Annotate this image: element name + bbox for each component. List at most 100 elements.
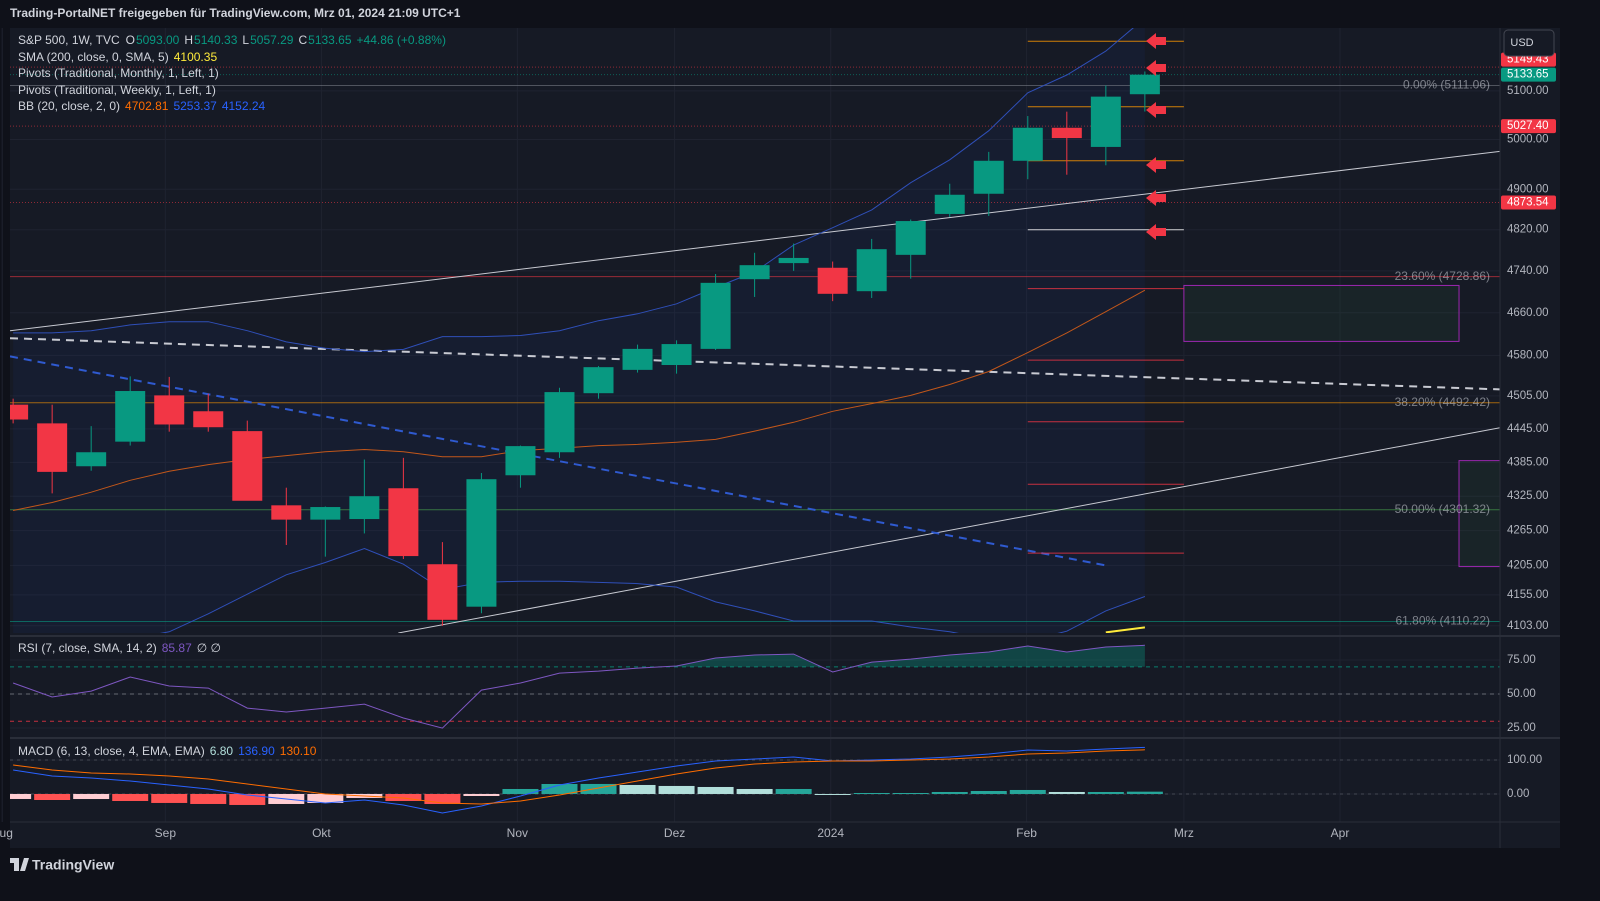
candle-body	[856, 249, 887, 292]
legend-macd: MACD (6, 13, close, 4, EMA, EMA)	[18, 744, 205, 758]
y-tick-label: 5100.00	[1507, 85, 1549, 97]
legend-bb-upper: 5253.37	[173, 99, 217, 113]
macd-histogram-bar	[619, 784, 656, 794]
axes: Aug Sep Okt Nov Dez 2024 Feb Mrz Apr 5100.00 5000.…	[0, 52, 1556, 840]
macd-histogram-bar	[10, 793, 32, 799]
candle-body	[466, 479, 497, 607]
rsi-overbought-fill	[13, 645, 1145, 667]
macd-line	[13, 746, 1145, 814]
x-tick-label: Aug	[0, 826, 13, 840]
x-tick-label: Feb	[1016, 826, 1037, 840]
price-badge-label: 4873.54	[1507, 197, 1549, 209]
candle-body	[778, 257, 809, 264]
rsi-line	[12, 644, 1145, 729]
arrow	[1146, 60, 1166, 76]
header-text: Trading-PortalNET freigegeben für Tradin…	[10, 6, 461, 20]
price-badge	[1501, 195, 1556, 210]
candle-body	[544, 392, 575, 453]
x-tick-label: Sep	[155, 826, 177, 840]
macd-histogram-bar	[307, 793, 344, 803]
legend-bb-lower: 4152.24	[222, 99, 266, 113]
y-tick-label: 4103.00	[1507, 620, 1549, 632]
y-tick-label: 25.00	[1507, 722, 1536, 734]
candle-body	[895, 221, 926, 255]
candle-body	[37, 423, 68, 472]
candle-body	[115, 391, 146, 442]
macd-histogram-bar	[736, 788, 773, 794]
x-tick-label: Dez	[664, 826, 685, 840]
arrow	[1146, 224, 1166, 240]
candle-body	[310, 507, 341, 520]
legend-ohlc-value: 5140.33	[194, 33, 238, 47]
candle-body	[817, 267, 848, 294]
price-badge	[1501, 67, 1556, 82]
y-tick-label: 4155.00	[1507, 589, 1549, 601]
arrow	[1146, 190, 1166, 206]
y-tick-label: 4740.00	[1507, 265, 1549, 277]
sma-line	[1105, 626, 1146, 633]
legend-sma-value: 4100.35	[174, 50, 218, 64]
y-tick-label: 75.00	[1507, 654, 1536, 666]
macd-histogram-bar	[658, 785, 695, 794]
candle-body	[1051, 127, 1082, 139]
legend-change: +44.86 (+0.88%)	[357, 33, 446, 47]
chart-background	[10, 28, 1560, 848]
macd-histogram-bar	[190, 793, 227, 804]
macd-histogram-bar	[541, 783, 578, 794]
legend-ohlc-key: H	[184, 33, 193, 47]
legend-ohlc-key: C	[298, 33, 307, 47]
candle-body	[583, 367, 614, 394]
candle-body	[427, 564, 458, 620]
macd-histogram-bar	[1126, 791, 1163, 794]
price-badge	[1501, 119, 1556, 134]
arrow	[1146, 33, 1166, 49]
currency-label[interactable]: USD	[1510, 37, 1533, 49]
fib-label: 38.20% (4492.42)	[1395, 395, 1490, 409]
fib-label: 61.80% (4110.22)	[1395, 614, 1490, 628]
zone	[1183, 284, 1460, 342]
y-tick-label: 50.00	[1507, 688, 1536, 700]
legend-macd-histogram: 6.80	[210, 744, 234, 758]
currency-button[interactable]	[1503, 29, 1555, 57]
macd-histogram-bar	[1009, 789, 1046, 794]
arrow	[1146, 157, 1166, 173]
macd-histogram-bar	[229, 793, 266, 805]
y-tick-label: 4325.00	[1507, 490, 1549, 502]
legend-pivots-weekly: Pivots (Traditional, Weekly, 1, Left, 1)	[18, 83, 216, 97]
macd-histogram-bar	[892, 793, 929, 795]
macd-histogram-bar	[580, 783, 617, 794]
candle-body	[154, 395, 185, 425]
price-badge-label: 5133.65	[1507, 69, 1549, 81]
trendline	[398, 427, 1500, 633]
macd-histogram-bar	[385, 793, 422, 801]
y-tick-label: 5000.00	[1507, 134, 1549, 146]
candle-body	[10, 404, 29, 420]
legend: S&P 500, 1W, TVC O 5093.00 H 5140.33 L 5057.29…	[18, 33, 446, 758]
bb-upper	[13, 28, 1134, 353]
bb-basis	[12, 289, 1146, 511]
y-tick-label: 4385.00	[1507, 456, 1549, 468]
legend-macd-signal: 130.10	[280, 744, 317, 758]
legend-rsi-value: 85.87	[162, 641, 192, 655]
y-tick-label: 4660.00	[1507, 307, 1549, 319]
candle-body	[271, 505, 302, 520]
macd-histogram-bar	[1087, 791, 1124, 794]
macd-histogram-bar	[151, 793, 188, 803]
y-tick-label: 100.00	[1507, 754, 1542, 766]
trendline	[10, 355, 1107, 567]
legend-ohlc-key: L	[242, 33, 249, 47]
y-tick-label: 4445.00	[1507, 423, 1549, 435]
candle-body	[973, 160, 1004, 194]
legend-bb-basis: 4702.81	[125, 99, 169, 113]
trendline	[10, 337, 1500, 391]
fib-label: 23.60% (4728.86)	[1395, 269, 1490, 283]
legend-macd-line: 136.90	[238, 744, 275, 758]
y-tick-label: 4265.00	[1507, 525, 1549, 537]
candle-body	[505, 446, 536, 476]
x-tick-label: Apr	[1331, 826, 1350, 840]
candle-body	[1012, 127, 1043, 161]
x-tick-label: Nov	[507, 826, 528, 840]
logo-mark	[10, 858, 29, 871]
legend-ohlc-value: 5093.00	[136, 33, 180, 47]
